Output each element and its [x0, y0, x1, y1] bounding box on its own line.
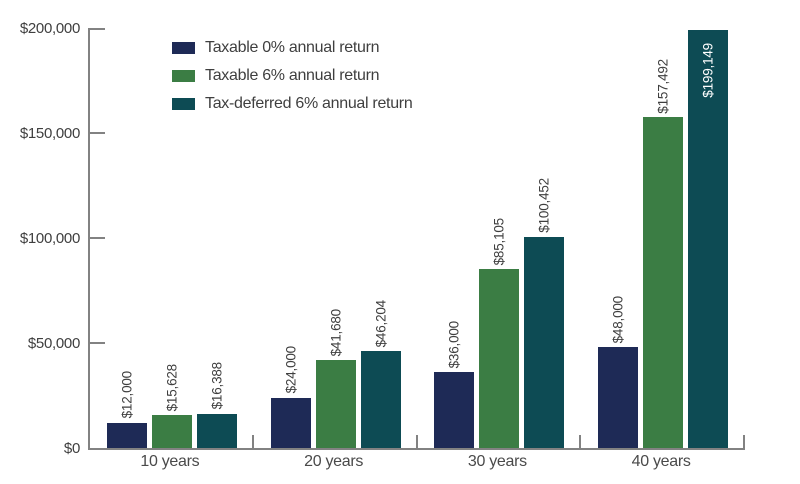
bar-value-label: $199,149	[700, 42, 716, 98]
y-axis-label: $0	[63, 440, 80, 457]
x-axis-tick	[415, 435, 418, 448]
legend: Taxable 0% annual return Taxable 6% annua…	[172, 39, 413, 113]
y-axis-label: $50,000	[27, 335, 80, 352]
bar-series2-30-years	[479, 269, 520, 448]
bar-wrap: $199,149	[688, 28, 729, 448]
legend-label: Taxable 6% annual return	[205, 67, 380, 84]
x-axis-category-label: 40 years	[631, 453, 691, 470]
legend-swatch-icon	[172, 98, 195, 110]
y-axis-tick	[90, 132, 105, 134]
bar-series2-40-years	[643, 117, 684, 448]
x-axis-category-label: 20 years	[304, 453, 364, 470]
bar-group-20-years: $24,000 $41,680 $46,204	[254, 28, 418, 448]
legend-item: Tax-deferred 6% annual return	[172, 95, 413, 113]
bar-value-label: $15,628	[164, 363, 180, 412]
bar-series3-20-years	[360, 350, 401, 448]
bar-wrap: $12,000	[106, 28, 147, 448]
bar-series2-20-years	[315, 360, 356, 448]
bar-series1-10-years	[106, 422, 147, 448]
y-axis-tick	[90, 28, 105, 30]
plot-area: $12,000 $15,628 $16,388 $24,000 $41,680 $46,2…	[88, 28, 745, 450]
bar-wrap: $24,000	[270, 28, 311, 448]
y-axis-label: $100,000	[19, 230, 80, 247]
bar-value-label: $41,680	[328, 309, 344, 357]
bar-wrap: $16,388	[196, 28, 237, 448]
bar-wrap: $36,000	[434, 28, 475, 448]
bar-wrap: $157,492	[643, 28, 684, 448]
bar-wrap: $41,680	[315, 28, 356, 448]
y-axis-label: $200,000	[19, 20, 80, 37]
x-axis-tick	[743, 435, 745, 448]
bar-value-label: $100,452	[536, 178, 552, 234]
bar-value-label: $46,204	[373, 299, 389, 347]
y-axis-tick	[90, 237, 105, 239]
bar-series2-10-years	[151, 415, 192, 448]
legend-item: Taxable 0% annual return	[172, 39, 412, 57]
legend-item: Taxable 6% annual return	[172, 67, 412, 85]
legend-swatch-icon	[172, 70, 195, 82]
bar-value-label: $12,000	[119, 371, 135, 419]
bar-series3-10-years	[196, 413, 237, 448]
bar-group-40-years: $48,000 $157,492 $199,149	[581, 28, 745, 448]
bar-group-30-years: $36,000 $85,105 $100,452	[418, 28, 582, 448]
bar-wrap: $100,452	[524, 28, 565, 448]
bar-series1-20-years	[270, 397, 311, 448]
x-axis-category-label: 10 years	[140, 453, 200, 470]
legend-label: Tax-deferred 6% annual return	[205, 95, 413, 112]
y-axis-tick	[90, 342, 105, 344]
bar-series3-30-years	[524, 237, 565, 448]
y-axis-label: $150,000	[19, 125, 80, 142]
bar-series1-30-years	[434, 372, 475, 448]
bar-value-label: $48,000	[610, 295, 626, 344]
x-axis-tick	[579, 435, 582, 448]
bar-value-label: $24,000	[283, 346, 299, 394]
bar-wrap: $48,000	[598, 28, 639, 448]
bar-value-label: $157,492	[655, 58, 671, 114]
legend-swatch-icon	[172, 42, 195, 54]
bar-value-label: $16,388	[209, 362, 225, 410]
bar-series1-40-years	[598, 347, 639, 448]
bar-series3-40-years	[688, 29, 729, 448]
bar-value-label: $85,105	[491, 217, 507, 266]
x-axis-category-label: 30 years	[467, 453, 527, 470]
bar-wrap: $46,204	[360, 28, 401, 448]
bar-wrap: $15,628	[151, 28, 192, 448]
bar-group-10-years: $12,000 $15,628 $16,388	[90, 28, 254, 448]
bar-value-label: $36,000	[446, 321, 462, 369]
legend-label: Taxable 0% annual return	[205, 39, 380, 56]
bar-wrap: $85,105	[479, 28, 520, 448]
x-axis-tick	[251, 435, 254, 448]
